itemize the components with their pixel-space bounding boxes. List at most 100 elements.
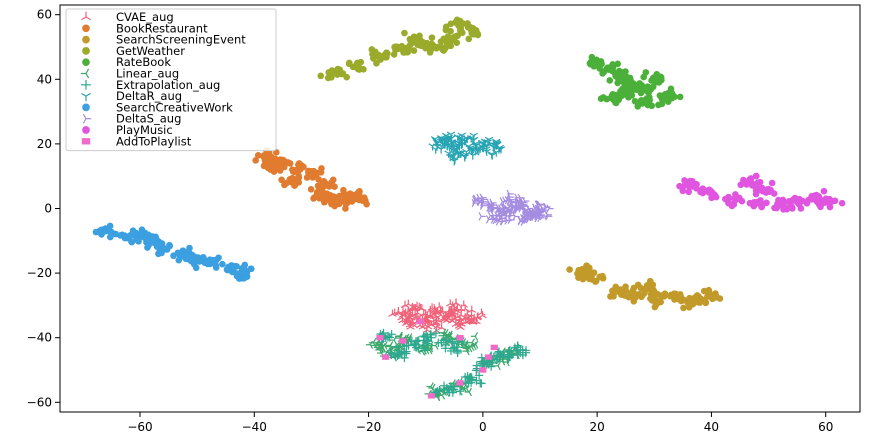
data-point <box>442 336 451 345</box>
spoke <box>421 351 426 356</box>
data-point <box>421 345 430 355</box>
data-point <box>651 303 659 311</box>
data-point <box>706 293 713 300</box>
data-point <box>658 100 666 108</box>
data-point <box>428 34 436 41</box>
spoke <box>499 210 503 216</box>
data-point <box>166 241 173 249</box>
spoke <box>495 221 499 226</box>
spoke <box>487 151 492 155</box>
data-point <box>493 141 502 149</box>
spoke <box>379 345 383 351</box>
data-point <box>478 212 486 221</box>
spoke <box>473 132 478 136</box>
x-tick-label: 20 <box>590 420 605 434</box>
data-point <box>262 151 270 158</box>
data-point <box>431 328 441 338</box>
data-point <box>446 131 456 139</box>
data-point <box>485 215 494 224</box>
data-point <box>319 195 327 203</box>
spoke <box>426 349 430 355</box>
data-point <box>383 53 390 61</box>
data-point <box>411 33 418 41</box>
data-point <box>493 361 501 371</box>
data-point <box>97 226 104 234</box>
data-point <box>365 340 374 349</box>
data-point <box>791 194 799 202</box>
data-point <box>460 313 470 321</box>
spoke <box>536 212 540 217</box>
data-point <box>433 387 442 396</box>
data-point <box>465 35 473 43</box>
data-point <box>447 27 454 35</box>
spoke <box>517 193 521 199</box>
spoke <box>522 210 526 216</box>
spoke <box>85 92 91 97</box>
spoke <box>429 343 434 349</box>
data-point <box>517 217 525 226</box>
spoke <box>446 131 452 135</box>
data-point <box>289 166 296 173</box>
spoke <box>471 338 475 343</box>
spoke <box>476 200 480 206</box>
data-point <box>373 59 380 67</box>
data-point <box>797 205 805 212</box>
data-point <box>437 338 446 347</box>
spoke <box>444 141 450 145</box>
data-point <box>456 335 464 341</box>
data-point <box>338 70 345 78</box>
data-point <box>369 55 377 62</box>
spoke <box>482 314 487 319</box>
legend-marker <box>81 138 91 145</box>
spoke <box>459 384 463 390</box>
spoke <box>432 383 436 389</box>
data-point <box>240 274 248 282</box>
spoke <box>430 382 434 387</box>
spoke <box>502 196 506 201</box>
series-getweather <box>317 16 482 82</box>
data-point <box>441 311 450 319</box>
data-point <box>433 44 440 52</box>
spoke <box>447 320 453 324</box>
spoke <box>471 314 476 318</box>
spoke <box>460 314 466 318</box>
legend-label: RateBook <box>116 55 171 69</box>
data-point <box>543 202 551 212</box>
spoke <box>449 153 455 158</box>
spoke <box>398 320 403 324</box>
spoke <box>417 308 423 312</box>
data-point <box>482 148 491 156</box>
spoke <box>493 141 498 145</box>
data-point <box>610 287 618 295</box>
data-point <box>387 330 396 339</box>
x-tick-label: −60 <box>127 420 152 434</box>
data-point <box>566 266 573 273</box>
spoke <box>512 204 516 209</box>
spoke <box>464 317 470 321</box>
data-point <box>219 260 226 268</box>
spoke <box>436 311 441 315</box>
spoke <box>478 212 482 217</box>
spoke <box>461 132 466 136</box>
y-tick-label: 40 <box>37 72 52 86</box>
data-point <box>476 193 484 203</box>
spoke <box>509 205 513 211</box>
spoke <box>478 216 482 221</box>
data-point <box>700 287 708 295</box>
spoke <box>437 135 442 139</box>
spoke <box>453 158 459 162</box>
data-point <box>128 238 136 246</box>
spoke <box>372 342 377 348</box>
legend-label: BookRestaurant <box>116 21 208 35</box>
spoke <box>452 153 457 158</box>
data-point <box>252 157 259 164</box>
data-point <box>453 347 462 356</box>
spoke <box>405 314 411 318</box>
data-point <box>451 298 461 307</box>
legend-label: DeltaS_aug <box>116 112 181 126</box>
spoke <box>468 137 474 141</box>
spoke <box>536 205 541 210</box>
data-point <box>128 230 136 238</box>
data-point <box>764 185 772 193</box>
data-point <box>605 64 612 71</box>
